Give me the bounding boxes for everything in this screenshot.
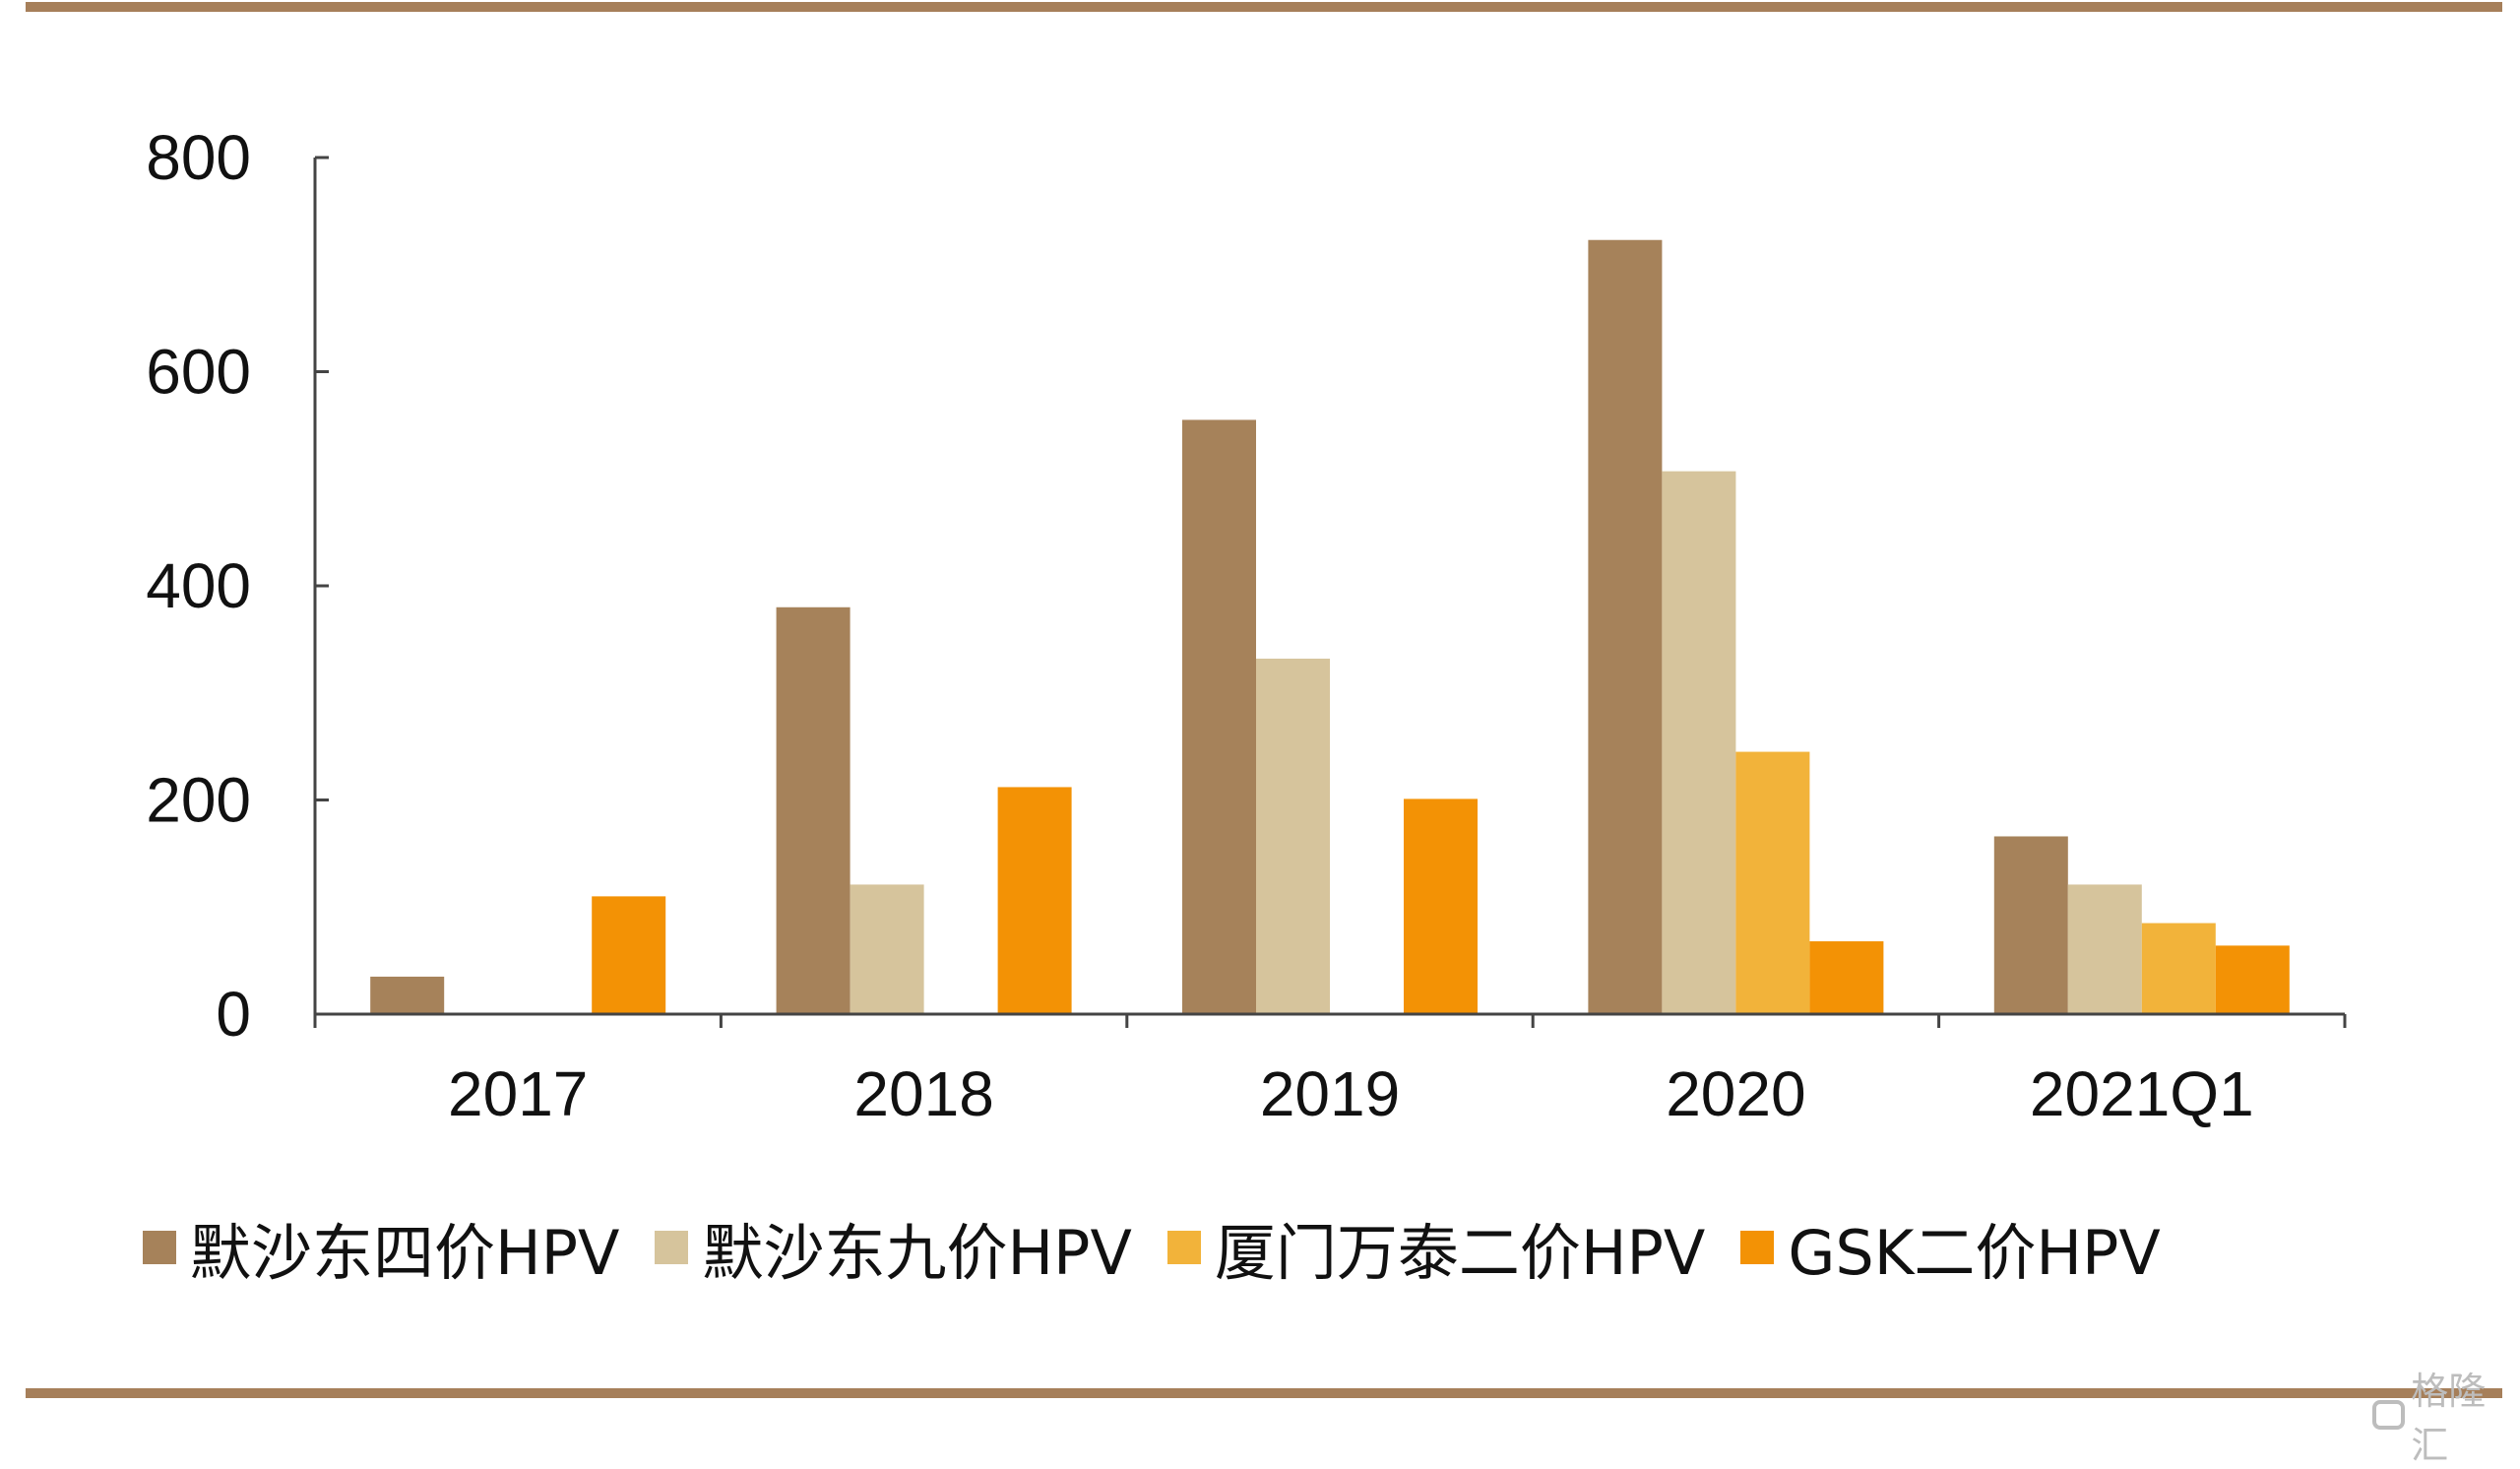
- bar-3-2: [1404, 798, 1478, 1014]
- legend: 默沙东四价HPV 默沙东九价HPV 厦门万泰二价HPV GSK二价HPV: [143, 1203, 2196, 1292]
- bar-3-1: [997, 787, 1072, 1014]
- top-rule: [26, 2, 2502, 12]
- legend-label-3: GSK二价HPV: [1788, 1217, 2161, 1289]
- bar-0-1: [776, 607, 850, 1014]
- y-tick-label-2: 400: [146, 550, 251, 621]
- bar-1-3: [1662, 471, 1736, 1014]
- bar-0-2: [1182, 419, 1256, 1014]
- gelonghui-logo-icon: [2372, 1400, 2406, 1430]
- bar-1-1: [850, 884, 924, 1014]
- legend-swatch-0: [143, 1231, 176, 1264]
- bar-3-3: [1809, 941, 1884, 1014]
- watermark-text: 格隆汇: [2411, 1370, 2487, 1467]
- legend-item-0: 默沙东四价HPV: [143, 1203, 619, 1292]
- bar-3-0: [592, 896, 666, 1014]
- x-tick-label-3: 2020: [1666, 1058, 1805, 1129]
- legend-label-1: 默沙东九价HPV: [702, 1217, 1132, 1289]
- bar-0-4: [1993, 836, 2068, 1014]
- bar-0-3: [1588, 239, 1663, 1015]
- legend-swatch-3: [1740, 1231, 1775, 1264]
- bar-2-4: [2141, 923, 2216, 1014]
- watermark: 格隆汇: [2372, 1361, 2520, 1469]
- legend-item-2: 厦门万泰二价HPV: [1166, 1203, 1706, 1292]
- y-tick-label-1: 200: [146, 765, 251, 836]
- legend-item-1: 默沙东九价HPV: [655, 1203, 1132, 1292]
- bar-2-3: [1735, 751, 1810, 1014]
- x-tick-label-4: 2021Q1: [2030, 1058, 2254, 1129]
- bar-0-0: [370, 976, 445, 1014]
- legend-swatch-1: [655, 1231, 689, 1264]
- y-tick-label-0: 0: [216, 979, 251, 1050]
- bar-1-2: [1256, 658, 1330, 1014]
- legend-item-3: GSK二价HPV: [1740, 1203, 2161, 1292]
- y-tick-label-3: 600: [146, 337, 251, 408]
- x-tick-label-2: 2019: [1260, 1058, 1400, 1129]
- bottom-rule: [26, 1388, 2502, 1398]
- legend-label-2: 厦门万泰二价HPV: [1214, 1217, 1706, 1289]
- bar-1-4: [2067, 884, 2142, 1014]
- x-tick-label-0: 2017: [448, 1058, 588, 1129]
- bar-chart: 0 200 400 600 800 2017 2018 2019 2020 2021Q1: [146, 122, 2347, 1129]
- legend-label-0: 默沙东四价HPV: [190, 1217, 620, 1289]
- x-tick-label-1: 2018: [853, 1058, 993, 1129]
- legend-swatch-2: [1166, 1231, 1201, 1264]
- y-tick-label-4: 800: [146, 122, 251, 193]
- bar-3-4: [2215, 945, 2290, 1014]
